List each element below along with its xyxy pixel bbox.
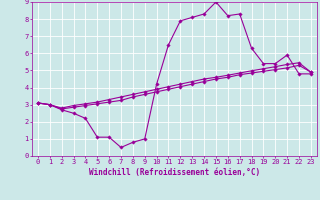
X-axis label: Windchill (Refroidissement éolien,°C): Windchill (Refroidissement éolien,°C) (89, 168, 260, 177)
